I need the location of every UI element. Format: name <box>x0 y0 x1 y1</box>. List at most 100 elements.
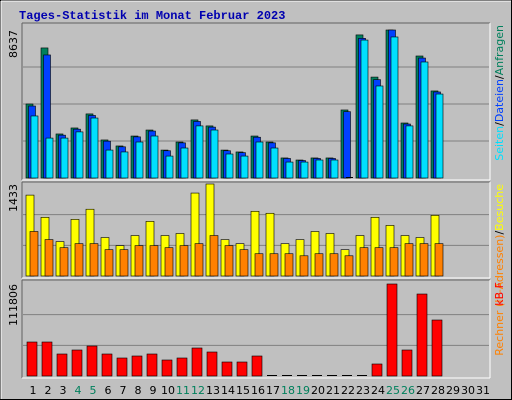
x-tick-label: 17 <box>266 384 280 397</box>
bar <box>29 231 39 277</box>
bar <box>194 243 204 277</box>
legend-entry: kB F <box>493 282 506 306</box>
bar <box>71 349 83 377</box>
axis-label: kB F <box>493 282 506 306</box>
bar <box>59 247 69 277</box>
bar <box>119 249 129 277</box>
bar <box>101 353 113 377</box>
bar <box>435 93 444 179</box>
legend-separator: / <box>493 75 506 79</box>
x-tick-label: 11 <box>176 384 190 397</box>
bar <box>386 283 398 377</box>
bar <box>164 247 174 277</box>
x-tick-label: 18 <box>281 384 295 397</box>
legend-entry: Seiten <box>493 126 506 161</box>
x-tick-label: 7 <box>120 384 127 397</box>
bar <box>401 349 413 377</box>
bar <box>360 39 369 179</box>
bar <box>431 319 443 377</box>
bar <box>299 255 309 277</box>
bar <box>149 245 159 277</box>
bar <box>327 375 337 376</box>
bar <box>86 345 98 377</box>
bar <box>45 137 54 179</box>
x-tick-label: 15 <box>236 384 250 397</box>
legend-entry: Anfragen <box>493 25 506 75</box>
x-tick-label: 8 <box>135 384 142 397</box>
bar <box>105 149 114 179</box>
bar <box>195 125 204 179</box>
bar <box>131 355 143 377</box>
x-tick-label: 13 <box>206 384 220 397</box>
bar <box>267 375 277 376</box>
bar <box>419 243 429 277</box>
bar <box>284 253 294 277</box>
bar <box>297 375 307 376</box>
x-tick-label: 10 <box>161 384 175 397</box>
bar <box>41 341 53 377</box>
bar <box>282 375 292 376</box>
bar <box>150 135 159 179</box>
x-tick-label: 28 <box>431 384 445 397</box>
bar <box>44 239 54 277</box>
bar <box>315 159 324 179</box>
bar <box>161 359 173 377</box>
bar <box>255 141 264 179</box>
x-tick-label: 3 <box>60 384 67 397</box>
bar <box>120 151 129 179</box>
x-tick-label: 4 <box>75 384 82 397</box>
bar <box>74 243 84 277</box>
bar <box>116 357 128 377</box>
y-tick-label: 111806 <box>7 284 20 326</box>
bar <box>90 117 99 179</box>
chart-title: Tages-Statistik im Monat Februar 2023 <box>19 9 285 23</box>
legend-entry: Rechner (IP-Adressen) <box>493 235 506 356</box>
x-tick-label: 29 <box>446 384 460 397</box>
bar <box>251 355 263 377</box>
bar <box>206 351 218 377</box>
bar <box>330 159 339 179</box>
x-tick-label: 24 <box>371 384 385 397</box>
bar <box>26 341 38 377</box>
x-tick-label: 30 <box>461 384 475 397</box>
y-tick-label: 1433 <box>7 184 20 212</box>
bar <box>104 249 114 277</box>
x-tick-label: 6 <box>105 384 112 397</box>
bar <box>329 253 339 277</box>
x-tick-label: 12 <box>191 384 205 397</box>
bar <box>239 249 249 277</box>
bar <box>389 247 399 277</box>
x-tick-label: 23 <box>356 384 370 397</box>
bar <box>404 243 414 277</box>
x-tick-label: 19 <box>296 384 310 397</box>
bar <box>270 147 279 179</box>
bar <box>30 115 39 179</box>
x-tick-label: 31 <box>476 384 490 397</box>
bar <box>240 155 249 179</box>
legend-entry: Besuche <box>493 184 506 231</box>
bar <box>342 375 352 376</box>
legend-separator: / <box>493 231 506 235</box>
x-tick-label: 1 <box>30 384 37 397</box>
bar <box>89 243 99 277</box>
x-tick-label: 2 <box>45 384 52 397</box>
bar <box>344 255 354 277</box>
bar <box>300 161 309 179</box>
bar <box>420 61 429 179</box>
bar <box>357 375 367 376</box>
x-tick-label: 25 <box>386 384 400 397</box>
bar <box>314 253 324 277</box>
bar <box>135 141 144 179</box>
bar <box>285 161 294 179</box>
x-tick-label: 5 <box>90 384 97 397</box>
bar <box>343 111 351 179</box>
bar <box>405 125 414 179</box>
bar <box>375 85 384 179</box>
bar <box>254 253 264 277</box>
bar <box>359 247 369 277</box>
bar <box>224 245 234 277</box>
x-tick-label: 16 <box>251 384 265 397</box>
bar <box>269 253 279 277</box>
x-tick-label: 14 <box>221 384 235 397</box>
